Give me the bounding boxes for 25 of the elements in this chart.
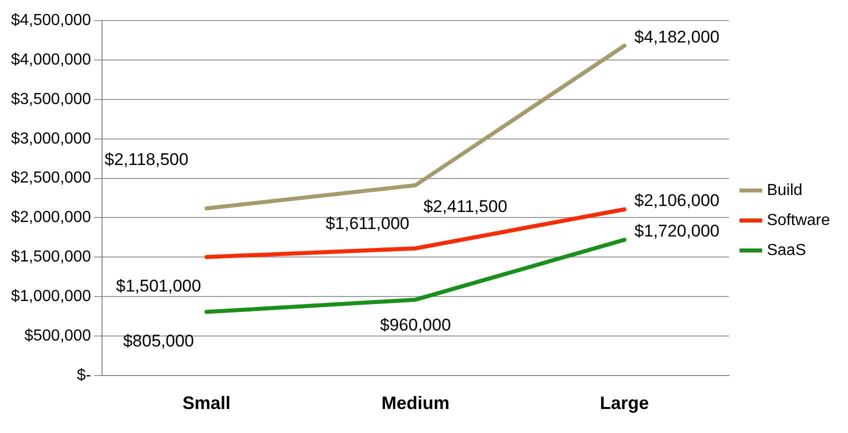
data-label: $1,720,000 — [634, 221, 720, 240]
legend-label: Software — [766, 212, 830, 229]
x-tick-label: Large — [600, 393, 649, 414]
y-tick-label: $2,500,000 — [11, 170, 92, 187]
legend-label: SaaS — [766, 242, 806, 259]
legend-label: Build — [766, 182, 802, 199]
data-label: $1,611,000 — [326, 214, 410, 234]
data-label: $960,000 — [380, 315, 451, 334]
data-label: $2,118,500 — [104, 150, 188, 170]
x-tick-label: Medium — [381, 393, 450, 414]
y-tick-label: $1,500,000 — [11, 248, 92, 266]
data-label: $4,182,000 — [634, 27, 720, 46]
y-tick-label: $2,000,000 — [11, 209, 92, 226]
y-tick-label: $4,000,000 — [11, 51, 92, 68]
y-tick-label: $3,500,000 — [11, 90, 92, 108]
data-label: $1,501,000 — [116, 276, 202, 296]
x-tick-label: Small — [182, 393, 231, 414]
data-label: $2,106,000 — [634, 191, 720, 210]
data-label: $805,000 — [123, 332, 194, 351]
y-tick-label: $- — [76, 366, 92, 384]
data-label: $2,411,500 — [423, 196, 508, 216]
y-tick-label: $4,500,000 — [11, 12, 92, 30]
y-tick-label: $1,000,000 — [11, 288, 92, 305]
y-tick-label: $3,000,000 — [11, 130, 92, 148]
y-tick-label: $500,000 — [24, 327, 92, 344]
